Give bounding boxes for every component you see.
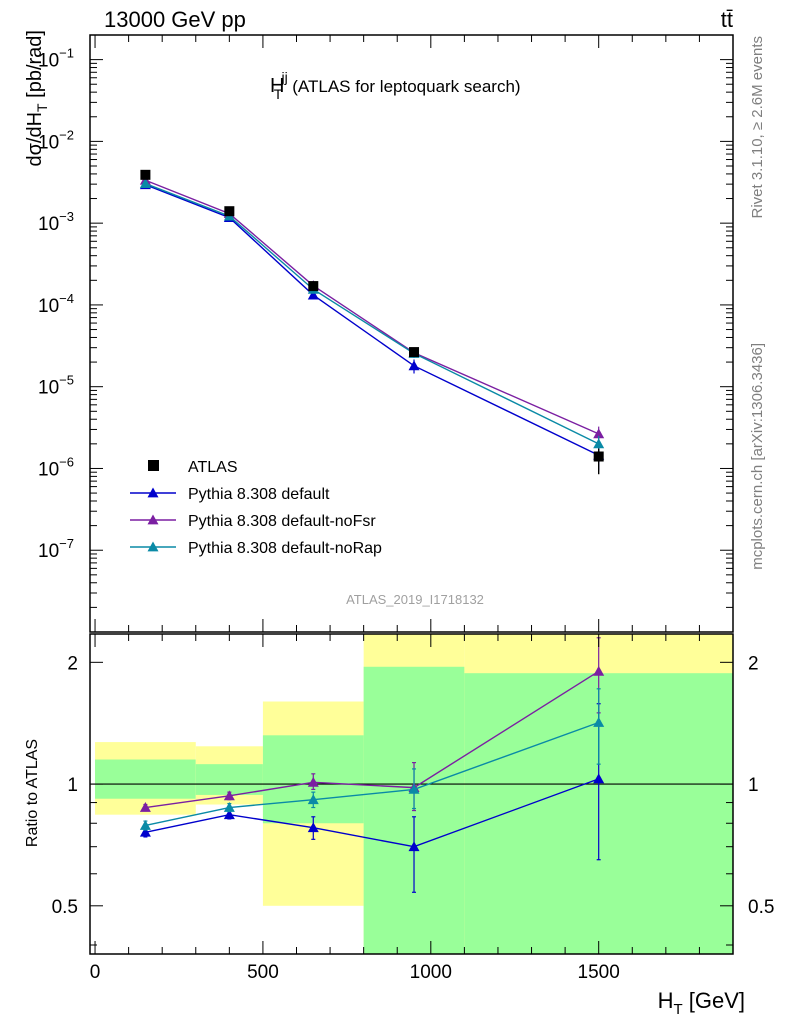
legend-label-reference: ATLAS xyxy=(188,459,238,476)
main-ytick-label-2: 10−5 xyxy=(38,373,74,399)
title-superscript: jj xyxy=(280,69,287,85)
title-subscript: T xyxy=(274,86,283,102)
ratio-series-point-1-2 xyxy=(307,776,319,787)
main-reference-point-3 xyxy=(409,347,420,358)
main-ytick-label-exp-6: −1 xyxy=(59,46,74,61)
main-ytick-label-exp-4: −3 xyxy=(59,209,74,224)
ylabel-pre: dσ/dH xyxy=(24,112,46,167)
analysis-id-label: ATLAS_2019_I1718132 xyxy=(346,592,484,607)
main-ytick-label-base-1: 10 xyxy=(38,459,59,480)
legend-marker-reference xyxy=(148,460,159,471)
ratio-series-point-0-3 xyxy=(408,841,420,852)
ratio-ytick-label-left-1: 1 xyxy=(67,775,78,796)
ratio-series-point-2-1 xyxy=(223,802,235,812)
legend-label-1: Pythia 8.308 default-noFsr xyxy=(188,513,376,530)
ratio-series-point-0-1 xyxy=(223,809,235,820)
ratio-series-point-2-3 xyxy=(408,783,420,794)
main-reference-point-2 xyxy=(308,281,319,292)
main-series-line-2 xyxy=(145,182,599,445)
legend-marker-1 xyxy=(147,514,159,525)
main-ytick-label-exp-1: −6 xyxy=(59,454,74,469)
ratio-axes-layer: 0 500 1000 1500 0.5 0.5 1 1 2 2 xyxy=(52,634,774,983)
legend-label-2: Pythia 8.308 default-noRap xyxy=(188,540,382,557)
main-ytick-label-5: 10−2 xyxy=(38,127,74,153)
main-ytick-label-base-3: 10 xyxy=(38,296,59,317)
ratio-ytick-label-left-0: 0.5 xyxy=(52,897,78,918)
main-ytick-label-exp-5: −2 xyxy=(59,127,74,142)
main-ytick-label-0: 10−7 xyxy=(38,536,74,562)
main-series-point-1-4 xyxy=(593,428,605,439)
xlabel-post: [GeV] xyxy=(683,988,745,1013)
ratio-series-point-2-4 xyxy=(593,716,605,727)
legend-marker-2 xyxy=(147,541,159,552)
ratio-xtick-label-3: 1500 xyxy=(578,962,620,983)
main-series-line-0 xyxy=(145,184,599,456)
ylabel-sub: T xyxy=(34,103,50,112)
ratio-series-point-0-4 xyxy=(593,773,605,784)
main-axes-layer: 10−710−610−510−410−310−210−1 xyxy=(38,34,734,633)
ratio-series-point-2-0 xyxy=(139,819,151,830)
main-reference-point-0 xyxy=(140,169,151,180)
legend-label-0: Pythia 8.308 default xyxy=(188,486,330,503)
main-reference-point-1 xyxy=(224,206,235,217)
legend: ATLAS Pythia 8.308 default Pythia 8.308 de… xyxy=(130,459,382,557)
ratio-band-green-0 xyxy=(95,759,196,799)
main-series-line-1 xyxy=(145,179,599,435)
xlabel-pre: H xyxy=(658,988,674,1013)
ratio-y-axis-label: Ratio to ATLAS xyxy=(24,739,41,847)
main-series-point-2-4 xyxy=(593,438,605,449)
ratio-xtick-label-1: 500 xyxy=(247,962,279,983)
ratio-ytick-label-right-0: 0.5 xyxy=(748,897,774,918)
main-ytick-label-1: 10−6 xyxy=(38,454,74,480)
ylabel-post: [pb/rad] xyxy=(24,30,46,103)
xlabel-sub: T xyxy=(673,1001,682,1018)
ratio-series-point-0-2 xyxy=(307,822,319,833)
ratio-panel: 0 500 1000 1500 0.5 0.5 1 1 2 2 Ratio to ATLAS HT… xyxy=(24,633,774,1018)
ratio-band-green-1 xyxy=(195,764,263,795)
main-series-point-0-3 xyxy=(408,360,420,371)
main-ytick-label-exp-0: −7 xyxy=(59,536,74,551)
title-rest: (ATLAS for leptoquark search) xyxy=(292,77,520,96)
process-label: tt̄ xyxy=(721,7,733,32)
main-ytick-label-3: 10−4 xyxy=(38,291,74,317)
rivet-version-label: Rivet 3.1.10, ≥ 2.6M events xyxy=(749,36,766,219)
main-ytick-label-exp-2: −5 xyxy=(59,373,74,388)
main-ytick-label-base-5: 10 xyxy=(38,132,59,153)
main-title: Hjj T (ATLAS for leptoquark search) xyxy=(270,69,521,102)
main-ytick-label-6: 10−1 xyxy=(38,46,74,72)
ratio-series-point-0-0 xyxy=(139,826,151,837)
main-series-point-2-0 xyxy=(139,178,151,188)
energy-label: 13000 GeV pp xyxy=(104,7,246,32)
ratio-ytick-label-right-2: 2 xyxy=(748,653,759,674)
ratio-series-point-1-4 xyxy=(593,665,605,676)
x-axis-label: HT [GeV] xyxy=(658,988,745,1018)
main-ytick-label-exp-3: −4 xyxy=(59,291,74,306)
ratio-xtick-label-2: 1000 xyxy=(410,962,452,983)
ratio-series-point-2-2 xyxy=(307,794,319,805)
main-panel: 10−710−610−510−410−310−210−1 Hjj T (ATLAS … xyxy=(24,30,734,633)
y-axis-label: dσ/dHT [pb/rad] xyxy=(24,30,50,167)
ratio-ytick-label-right-1: 1 xyxy=(748,775,759,796)
ratio-marks-layer xyxy=(90,634,733,954)
legend-marker-0 xyxy=(147,487,159,498)
main-frame xyxy=(89,34,734,633)
main-series-point-0-2 xyxy=(307,289,319,300)
main-marks-layer xyxy=(139,169,605,475)
main-reference-point-4 xyxy=(593,451,604,462)
ratio-frame xyxy=(89,633,734,955)
main-ytick-label-base-6: 10 xyxy=(38,51,59,72)
ratio-xtick-label-0: 0 xyxy=(90,962,101,983)
ratio-ytick-label-left-2: 2 xyxy=(67,653,78,674)
ratio-series-point-1-1 xyxy=(223,790,235,801)
main-ytick-label-base-0: 10 xyxy=(38,541,59,562)
main-ytick-label-base-2: 10 xyxy=(38,378,59,399)
main-ytick-label-4: 10−3 xyxy=(38,209,74,235)
title-main-symbol: H xyxy=(270,75,284,97)
main-ytick-label-base-4: 10 xyxy=(38,214,59,235)
ratio-series-point-1-0 xyxy=(139,802,151,812)
source-label: mcplots.cern.ch [arXiv:1306.3436] xyxy=(749,343,766,570)
